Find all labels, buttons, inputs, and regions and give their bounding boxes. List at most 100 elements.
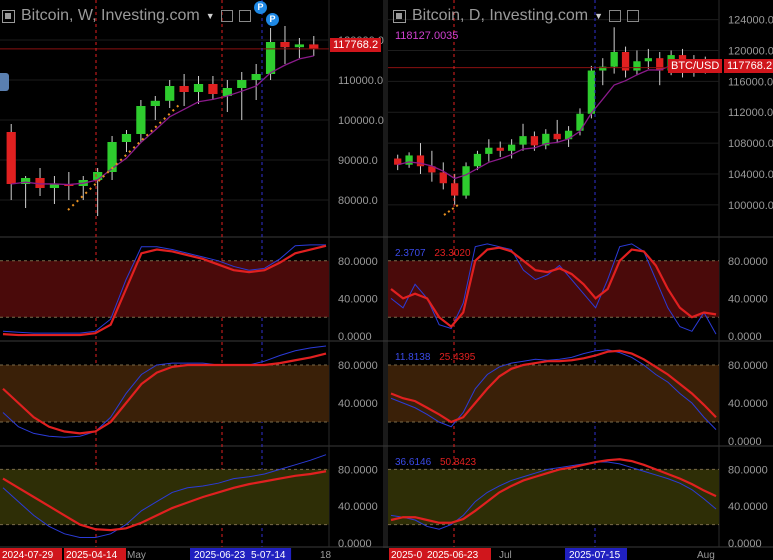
candle-body bbox=[519, 136, 527, 145]
candle-body bbox=[107, 142, 117, 172]
date-highlight-blue bbox=[565, 548, 627, 560]
k-line bbox=[390, 461, 717, 530]
oscillator-tick-label: 0.0000 bbox=[728, 436, 762, 448]
d-line bbox=[390, 349, 717, 424]
oscillator-tick-label: 40.0000 bbox=[728, 501, 768, 513]
y-tick-label: 80000.0 bbox=[338, 195, 378, 207]
y-tick-label: 100000.0 bbox=[728, 200, 773, 212]
y-tick-label: 116000.0 bbox=[728, 76, 773, 88]
cursor-value: 118127.0035 bbox=[395, 30, 459, 42]
candle-body bbox=[496, 147, 504, 151]
panel-divider bbox=[383, 0, 388, 560]
date-highlight-red bbox=[0, 548, 62, 560]
d-line bbox=[390, 246, 717, 329]
date-tick-label: 2024-07-29 bbox=[2, 550, 54, 560]
y-tick-label: 100000.0 bbox=[338, 115, 384, 127]
date-highlight-blue bbox=[190, 548, 253, 560]
candle-body bbox=[656, 58, 664, 71]
candle-body bbox=[35, 178, 45, 188]
left-chart-header[interactable]: Bitcoin, W, Investing.com ▼ bbox=[2, 6, 251, 26]
chart-type-icon[interactable] bbox=[393, 9, 406, 23]
date-tick-label: 2025-06-23 bbox=[427, 550, 479, 560]
candle-body bbox=[179, 86, 189, 92]
date-tick-label: 5-07-14 bbox=[251, 550, 286, 560]
candle-body bbox=[165, 86, 175, 101]
y-tick-label: 124000.0 bbox=[728, 15, 773, 27]
moving-average-line bbox=[397, 64, 706, 180]
event-badge-icon[interactable]: P bbox=[254, 1, 267, 14]
y-tick-label: 110000.0 bbox=[338, 75, 383, 87]
left-price-tag: 117768.2 bbox=[330, 38, 382, 52]
candle-body bbox=[93, 172, 103, 180]
candle-body bbox=[121, 134, 132, 142]
candle-body bbox=[136, 106, 146, 134]
candle-body bbox=[576, 113, 584, 131]
osc1-values: 2.3707 23.3020 bbox=[395, 248, 471, 259]
candle-body bbox=[553, 133, 561, 140]
oscillator-tick-label: 40.0000 bbox=[338, 501, 378, 513]
oscillator-tick-label: 80.0000 bbox=[338, 464, 378, 476]
right-price-tag: 117768.2 bbox=[724, 59, 773, 73]
date-tick-label: 2025-04-14 bbox=[66, 550, 118, 560]
d-line bbox=[2, 244, 327, 337]
k-line bbox=[2, 244, 326, 334]
right-chart-header[interactable]: Bitcoin, D, Investing.com ▼ bbox=[393, 6, 639, 26]
candle-body bbox=[644, 58, 652, 62]
candle-body bbox=[462, 166, 470, 196]
date-highlight-red bbox=[425, 548, 491, 560]
candle-body bbox=[6, 132, 16, 184]
date-highlight-red bbox=[389, 548, 431, 560]
chart-type-icon[interactable] bbox=[2, 9, 15, 23]
oscillator-tick-label: 40.0000 bbox=[728, 398, 768, 410]
oscillator-tick-label: 0.0000 bbox=[338, 331, 372, 343]
candle-body bbox=[208, 84, 218, 94]
candle-body bbox=[507, 144, 516, 151]
osc3-k-value: 36.6146 bbox=[395, 457, 432, 468]
candle-body bbox=[473, 153, 482, 167]
settings-icon[interactable] bbox=[220, 10, 233, 22]
osc3-values: 36.6146 50.8423 bbox=[395, 457, 476, 468]
settings-icon[interactable] bbox=[609, 10, 621, 22]
candle-body bbox=[265, 42, 276, 74]
k-line bbox=[2, 345, 327, 438]
d-line bbox=[2, 470, 327, 532]
candle-body bbox=[542, 133, 550, 146]
candle-body bbox=[485, 147, 493, 154]
osc3-d-value: 50.8423 bbox=[439, 457, 477, 468]
osc1-k-value: 2.3707 bbox=[395, 248, 426, 259]
side-panel-toggle[interactable] bbox=[0, 73, 9, 91]
oscillator-tick-label: 80.0000 bbox=[728, 256, 768, 268]
trend-line bbox=[67, 103, 181, 211]
oscillator-tick-label: 80.0000 bbox=[728, 360, 768, 372]
candle-body bbox=[439, 172, 447, 184]
candle-body bbox=[251, 74, 261, 80]
right-chart-title: Bitcoin, D, Investing.com bbox=[412, 7, 589, 24]
moving-average-line bbox=[11, 55, 314, 186]
close-icon[interactable] bbox=[238, 10, 251, 22]
d-line bbox=[2, 352, 327, 435]
candle-body bbox=[599, 66, 607, 71]
date-tick-label: Aug bbox=[697, 550, 715, 560]
oscillator-tick-label: 0.0000 bbox=[728, 538, 762, 550]
candle-body bbox=[294, 44, 304, 48]
chevron-down-icon[interactable]: ▼ bbox=[205, 11, 215, 21]
candle-body bbox=[394, 158, 402, 165]
oscillator-tick-label: 40.0000 bbox=[728, 293, 768, 305]
candle-body bbox=[621, 52, 630, 71]
close-icon[interactable] bbox=[627, 10, 639, 22]
osc2-k-value: 11.8138 bbox=[395, 352, 431, 363]
chevron-down-icon[interactable]: ▼ bbox=[594, 11, 603, 21]
symbol-tag: BTC/USD bbox=[668, 59, 723, 73]
event-badge-icon[interactable]: P bbox=[266, 13, 279, 26]
y-tick-label: 108000.0 bbox=[728, 138, 773, 150]
candle-body bbox=[405, 155, 413, 165]
d-line bbox=[390, 458, 717, 524]
candle-body bbox=[564, 130, 573, 140]
osc2-d-value: 25.4395 bbox=[439, 352, 476, 363]
candle-body bbox=[21, 178, 31, 184]
candle-body bbox=[587, 70, 596, 114]
oscillator-tick-label: 80.0000 bbox=[338, 256, 378, 268]
candle-body bbox=[610, 52, 618, 67]
oscillator-tick-label: 0.0000 bbox=[728, 331, 762, 343]
